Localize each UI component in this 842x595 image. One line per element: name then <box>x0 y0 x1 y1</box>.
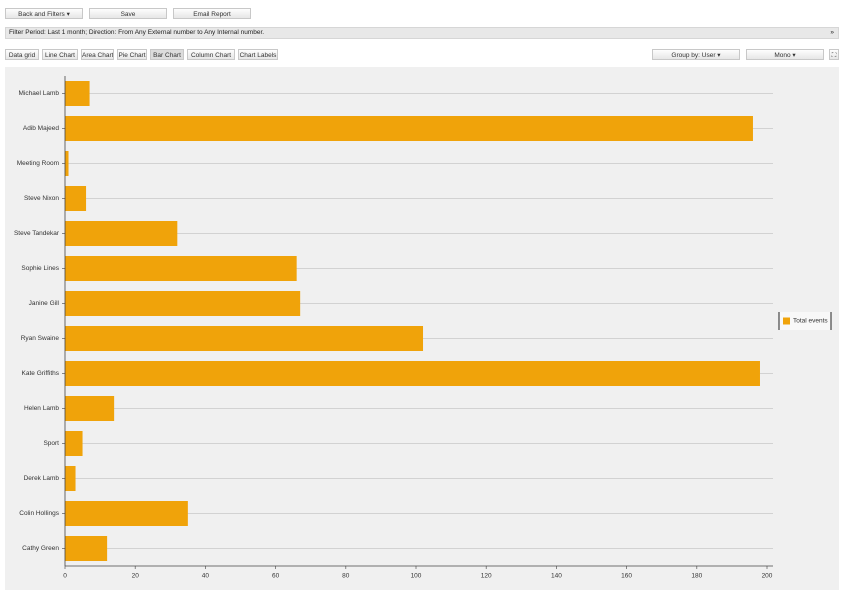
filter-close[interactable]: » <box>830 29 834 36</box>
legend-swatch <box>783 317 790 325</box>
chart-type-button[interactable]: Chart Labels <box>238 49 278 60</box>
mode-select[interactable]: Mono ▾ <box>746 49 824 60</box>
x-tick-label: 160 <box>621 573 632 580</box>
bar <box>65 221 178 246</box>
y-tick-label: Adib Majeed <box>23 125 60 132</box>
chart-type-button[interactable]: Line Chart <box>42 49 78 60</box>
x-tick-label: 0 <box>63 573 67 580</box>
x-tick-label: 140 <box>551 573 562 580</box>
y-tick-label: Steve Nixon <box>24 195 59 202</box>
chart: 0 20 40 60 80 100 120 140 160 180 200 Michael Lamb A… <box>14 76 832 580</box>
x-tick-label: 80 <box>342 573 350 580</box>
chart-type-button[interactable]: Pie Chart <box>117 49 147 60</box>
bar <box>65 396 115 421</box>
filter-bar: Filter Period: Last 1 month; Direction: … <box>5 27 839 39</box>
y-tick-label: Ryan Swaine <box>21 335 60 342</box>
bar <box>65 151 69 176</box>
bar <box>65 466 76 491</box>
fullscreen-button[interactable]: ⛶ <box>829 49 839 60</box>
y-tick-label: Helen Lamb <box>24 405 59 412</box>
bar <box>65 256 297 281</box>
x-tick-label: 100 <box>411 573 422 580</box>
bar <box>65 431 83 456</box>
y-tick-label: Michael Lamb <box>19 90 60 97</box>
filter-text: Filter Period: Last 1 month; Direction: … <box>9 29 265 36</box>
y-tick-label: Cathy Green <box>22 545 59 552</box>
chart-type-button[interactable]: Bar Chart <box>150 49 184 60</box>
bar <box>65 536 108 561</box>
y-tick-label: Colin Hollings <box>19 510 59 517</box>
back-filters-button[interactable]: Back and Filters ▾ <box>5 8 83 19</box>
y-tick-label: Derek Lamb <box>24 475 60 482</box>
bar <box>65 501 188 526</box>
x-tick-label: 60 <box>272 573 280 580</box>
x-tick-label: 180 <box>691 573 702 580</box>
x-tick-label: 20 <box>132 573 140 580</box>
y-tick-label: Sport <box>43 440 59 447</box>
legend-box <box>779 312 831 330</box>
x-tick-label: 120 <box>481 573 492 580</box>
bar <box>65 361 760 386</box>
y-tick-label: Sophie Lines <box>21 265 59 272</box>
y-tick-label: Kate Griffiths <box>22 370 60 377</box>
chart-type-button[interactable]: Data grid <box>5 49 39 60</box>
x-tick-label: 40 <box>202 573 210 580</box>
chart-type-button[interactable]: Column Chart <box>187 49 235 60</box>
y-tick-label: Meeting Room <box>17 160 59 167</box>
legend-label: Total events <box>793 318 828 325</box>
chart-type-button[interactable]: Area Chart <box>81 49 114 60</box>
y-tick-label: Steve Tandekar <box>14 230 60 237</box>
x-tick-label: 200 <box>762 573 773 580</box>
bar <box>65 116 753 141</box>
bar <box>65 291 301 316</box>
save-button[interactable]: Save <box>89 8 167 19</box>
y-tick-label: Janine Gill <box>29 300 60 307</box>
group-by-select[interactable]: Group by: User ▾ <box>652 49 740 60</box>
email-button[interactable]: Email Report <box>173 8 251 19</box>
chart-area: 0 20 40 60 80 100 120 140 160 180 200 Michael Lamb A… <box>5 67 839 590</box>
bar <box>65 326 424 351</box>
bar <box>65 81 90 106</box>
bar <box>65 186 87 211</box>
